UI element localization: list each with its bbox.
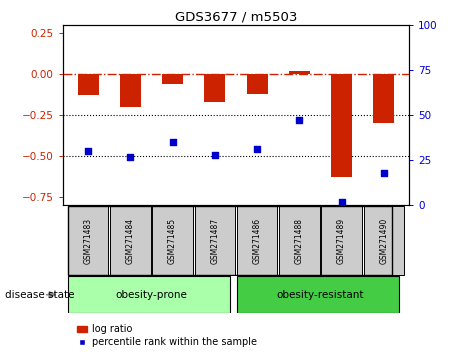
Bar [162, 74, 183, 84]
Point [126, 154, 134, 159]
Text: GSM271487: GSM271487 [210, 218, 219, 264]
Bar [110, 206, 151, 275]
Bar [120, 74, 141, 107]
Bar [237, 276, 399, 313]
Bar [78, 74, 99, 95]
Point [338, 199, 345, 205]
Bar [331, 74, 352, 177]
Text: GSM271489: GSM271489 [337, 218, 346, 264]
Point [169, 139, 176, 145]
Bar [237, 206, 278, 275]
Bar [289, 71, 310, 74]
Text: obesity-prone: obesity-prone [116, 290, 187, 300]
Title: GDS3677 / m5503: GDS3677 / m5503 [175, 11, 297, 24]
Bar [373, 74, 394, 123]
Point [380, 170, 387, 176]
Bar [68, 276, 230, 313]
Bar [68, 206, 108, 275]
Bar [204, 74, 226, 102]
Point [85, 148, 92, 154]
Text: GSM271485: GSM271485 [168, 218, 177, 264]
Legend: log ratio, percentile rank within the sample: log ratio, percentile rank within the sa… [77, 325, 257, 347]
Point [296, 118, 303, 123]
Text: obesity-resistant: obesity-resistant [277, 290, 364, 300]
Point [211, 152, 219, 158]
Bar [364, 206, 404, 275]
Bar [153, 206, 193, 275]
Text: GSM271484: GSM271484 [126, 218, 135, 264]
Bar [279, 206, 319, 275]
Text: disease state: disease state [5, 290, 74, 300]
Bar [194, 206, 235, 275]
Bar [246, 74, 268, 94]
Point [253, 147, 261, 152]
Text: GSM271488: GSM271488 [295, 218, 304, 264]
Text: GSM271483: GSM271483 [84, 218, 93, 264]
Bar [321, 206, 362, 275]
Text: GSM271486: GSM271486 [252, 218, 262, 264]
Text: GSM271490: GSM271490 [379, 218, 388, 264]
